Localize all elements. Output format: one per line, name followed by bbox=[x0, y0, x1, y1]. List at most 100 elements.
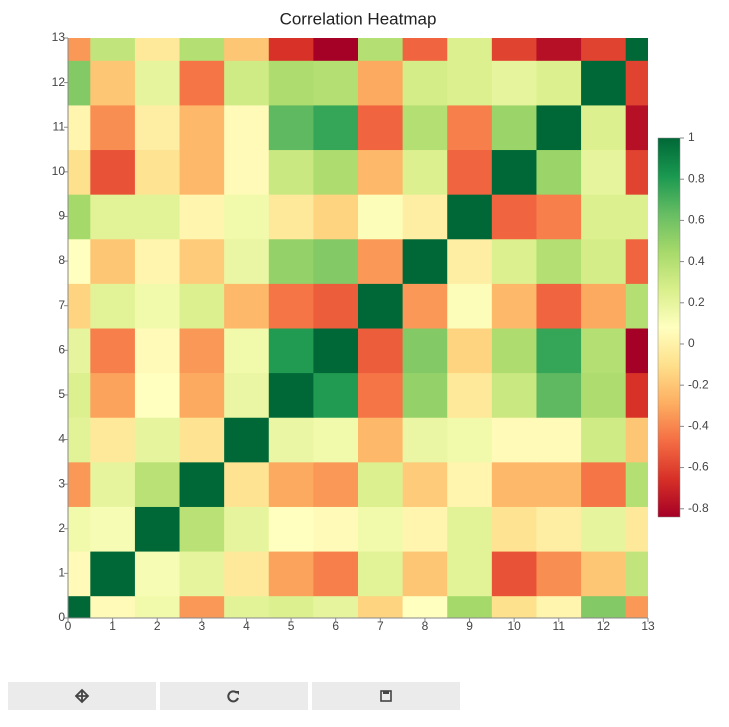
heatmap-cell bbox=[134, 328, 181, 374]
heatmap-cell bbox=[536, 283, 582, 329]
heatmap-cell bbox=[581, 461, 627, 507]
heatmap-cell bbox=[358, 461, 404, 507]
heatmap-cell bbox=[68, 60, 91, 106]
heatmap-cell bbox=[447, 149, 493, 195]
heatmap-cell bbox=[358, 595, 404, 618]
colorbar-tick-label: 0.6 bbox=[688, 213, 705, 227]
heatmap-cell bbox=[625, 551, 648, 597]
heatmap-cell bbox=[134, 551, 181, 597]
heatmap-cell bbox=[491, 194, 537, 240]
heatmap-cell bbox=[68, 149, 91, 195]
heatmap-cell bbox=[224, 149, 270, 195]
x-tick-label: 4 bbox=[243, 619, 250, 633]
heatmap-cell bbox=[491, 104, 537, 151]
heatmap-cell bbox=[625, 417, 648, 463]
heatmap-cell bbox=[313, 506, 359, 552]
heatmap-cell bbox=[402, 283, 448, 329]
heatmap-cell bbox=[268, 38, 314, 61]
heatmap-cell bbox=[224, 506, 270, 552]
colorbar-tick-label: -0.2 bbox=[688, 377, 709, 391]
heatmap-cell bbox=[90, 60, 136, 106]
heatmap-cell bbox=[581, 38, 627, 61]
heatmap-cell bbox=[536, 104, 582, 151]
heatmap-cell bbox=[491, 328, 537, 374]
heatmap-cell bbox=[179, 149, 225, 195]
heatmap-cell bbox=[268, 60, 314, 106]
heatmap-cell bbox=[581, 194, 627, 240]
heatmap-cell bbox=[536, 506, 582, 552]
heatmap-cell bbox=[179, 417, 225, 463]
heatmap-cell bbox=[625, 38, 648, 61]
heatmap-cell bbox=[90, 238, 136, 284]
heatmap-cell bbox=[90, 506, 136, 552]
save-icon-detail bbox=[383, 691, 389, 694]
y-tick-label: 5 bbox=[58, 387, 65, 401]
heatmap-cell bbox=[179, 283, 225, 329]
heatmap-cell bbox=[268, 417, 314, 463]
colorbar-tick-label: 0.2 bbox=[688, 295, 705, 309]
heatmap-cell bbox=[491, 283, 537, 329]
heatmap-cell bbox=[447, 551, 493, 597]
heatmap-cell bbox=[313, 551, 359, 597]
heatmap-cell bbox=[313, 417, 359, 463]
heatmap-cell bbox=[581, 238, 627, 284]
heatmap-cell bbox=[224, 372, 270, 418]
heatmap-cell bbox=[134, 104, 181, 151]
heatmap-cell bbox=[90, 595, 136, 618]
heatmap-cell bbox=[134, 238, 181, 284]
heatmap-cell bbox=[536, 38, 582, 61]
heatmap-cell bbox=[536, 328, 582, 374]
save-button[interactable] bbox=[312, 682, 460, 710]
heatmap-cell bbox=[313, 595, 359, 618]
heatmap-cell bbox=[402, 104, 448, 151]
heatmap-cell bbox=[268, 461, 314, 507]
heatmap-cell bbox=[581, 417, 627, 463]
heatmap-cell bbox=[268, 149, 314, 195]
heatmap-cell bbox=[625, 506, 648, 552]
pan-icon bbox=[74, 688, 90, 704]
heatmap bbox=[68, 38, 648, 618]
heatmap-cell bbox=[313, 461, 359, 507]
heatmap-cell bbox=[447, 238, 493, 284]
x-tick-label: 3 bbox=[199, 619, 206, 633]
x-tick-label: 0 bbox=[65, 619, 72, 633]
y-tick-label: 8 bbox=[58, 253, 65, 267]
heatmap-cell bbox=[358, 283, 404, 329]
x-tick-label: 13 bbox=[641, 619, 655, 633]
heatmap-cell bbox=[491, 238, 537, 284]
heatmap-cell bbox=[134, 194, 181, 240]
heatmap-cell bbox=[402, 328, 448, 374]
heatmap-cell bbox=[358, 194, 404, 240]
heatmap-cell bbox=[358, 551, 404, 597]
heatmap-cell bbox=[268, 551, 314, 597]
heatmap-cell bbox=[491, 461, 537, 507]
colorbar-tick-label: 0.4 bbox=[688, 254, 705, 268]
heatmap-cell bbox=[536, 417, 582, 463]
heatmap-cell bbox=[491, 38, 537, 61]
y-tick-label: 7 bbox=[58, 298, 65, 312]
heatmap-cell bbox=[224, 283, 270, 329]
heatmap-cell bbox=[491, 149, 537, 195]
reset-button[interactable] bbox=[160, 682, 308, 710]
y-tick-label: 3 bbox=[58, 476, 65, 490]
heatmap-cell bbox=[179, 60, 225, 106]
heatmap-cell bbox=[90, 38, 136, 61]
heatmap-cell bbox=[625, 372, 648, 418]
colorbar-tick-label: 0.8 bbox=[688, 171, 705, 185]
heatmap-cell bbox=[402, 417, 448, 463]
y-tick-label: 9 bbox=[58, 209, 65, 223]
colorbar bbox=[657, 137, 681, 518]
x-tick-label: 2 bbox=[154, 619, 161, 633]
heatmap-cell bbox=[536, 194, 582, 240]
heatmap-cell bbox=[90, 551, 136, 597]
heatmap-cell bbox=[68, 328, 91, 374]
y-tick-label: 1 bbox=[58, 566, 65, 580]
heatmap-cell bbox=[134, 506, 181, 552]
heatmap-cell bbox=[134, 38, 181, 61]
heatmap-cell bbox=[536, 60, 582, 106]
reset-arrow bbox=[235, 691, 239, 695]
heatmap-cell bbox=[402, 551, 448, 597]
heatmap-cell bbox=[68, 283, 91, 329]
heatmap-cell bbox=[447, 461, 493, 507]
heatmap-cell bbox=[68, 104, 91, 151]
